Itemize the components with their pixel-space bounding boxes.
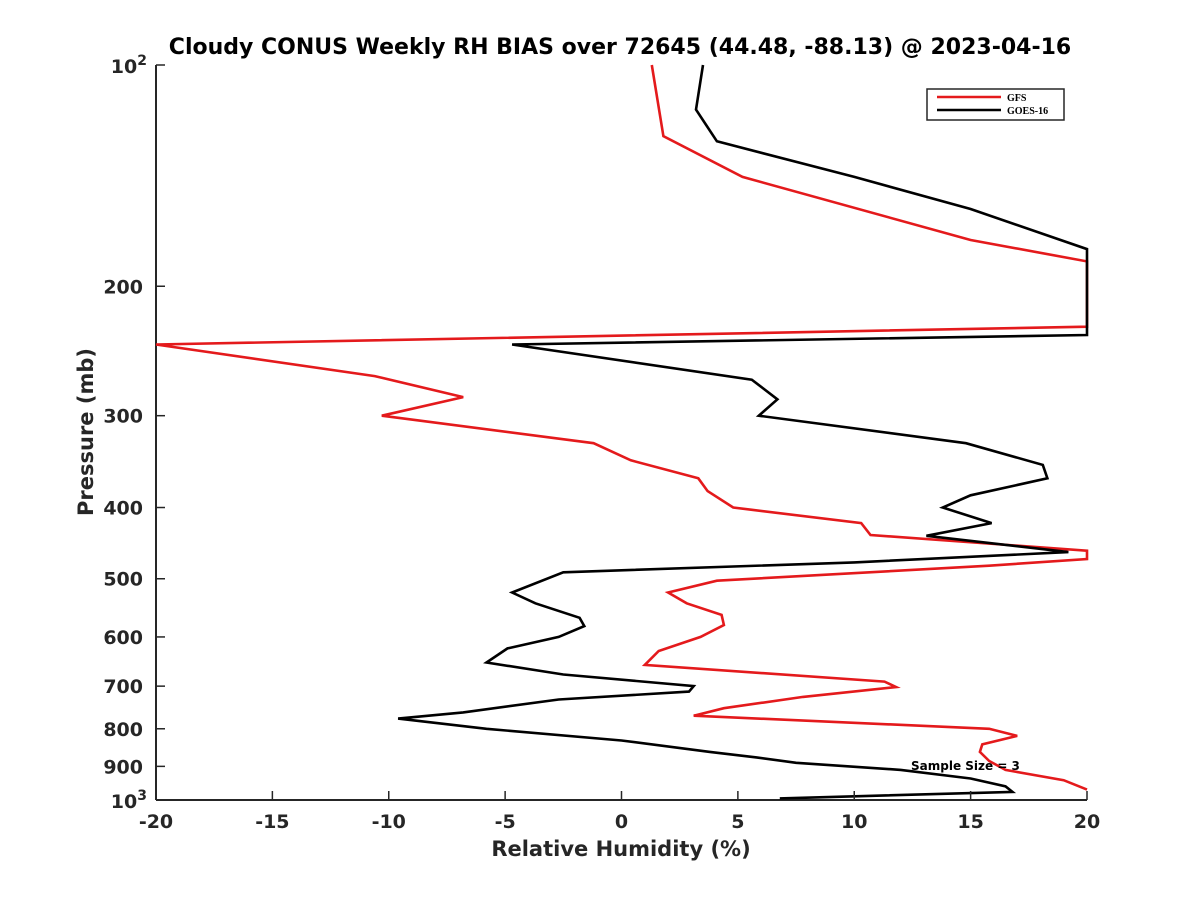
x-tick-label: -20 (139, 811, 173, 833)
y-tick-label-top: 102 (111, 53, 147, 78)
y-tick-label: 200 (103, 276, 143, 298)
y-axis-label: Pressure (mb) (74, 348, 98, 516)
x-tick-label: 10 (841, 811, 867, 833)
x-tick-label: 5 (731, 811, 744, 833)
x-tick-label: -5 (495, 811, 516, 833)
x-axis-ticks: -20 -15 -10 -5 0 5 10 15 20 (139, 791, 1100, 833)
chart-title: Cloudy CONUS Weekly RH BIAS over 72645 (… (169, 35, 1071, 60)
series-group (155, 64, 1089, 800)
y-tick-label-bottom: 103 (111, 788, 147, 813)
legend: GFS GOES-16 (926, 88, 1065, 121)
legend-box (926, 88, 1065, 121)
series-line-gfs (155, 64, 1089, 791)
sample-size-annotation: Sample Size = 3 (911, 759, 1020, 773)
y-tick-label: 900 (103, 756, 143, 778)
x-tick-label: -15 (255, 811, 289, 833)
legend-label-gfs: GFS (1007, 93, 1027, 104)
y-axis-ticks: 200 300 400 500 600 700 800 900 102 103 (103, 53, 165, 813)
x-tick-label: 0 (615, 811, 628, 833)
x-tick-label: 15 (957, 811, 983, 833)
x-tick-label: -10 (372, 811, 406, 833)
y-tick-label: 400 (103, 498, 143, 520)
legend-label-goes16: GOES-16 (1007, 106, 1048, 117)
y-tick-label: 700 (103, 676, 143, 698)
x-tick-label: 20 (1074, 811, 1100, 833)
y-tick-label: 800 (103, 719, 143, 741)
y-tick-label: 300 (103, 406, 143, 428)
y-tick-label: 600 (103, 627, 143, 649)
series-line-goes16 (397, 64, 1089, 800)
plot-area: -20 -15 -10 -5 0 5 10 15 20 200 300 400 500 600 700 80… (103, 53, 1100, 833)
x-axis-label: Relative Humidity (%) (491, 837, 750, 861)
y-tick-label: 500 (103, 569, 143, 591)
